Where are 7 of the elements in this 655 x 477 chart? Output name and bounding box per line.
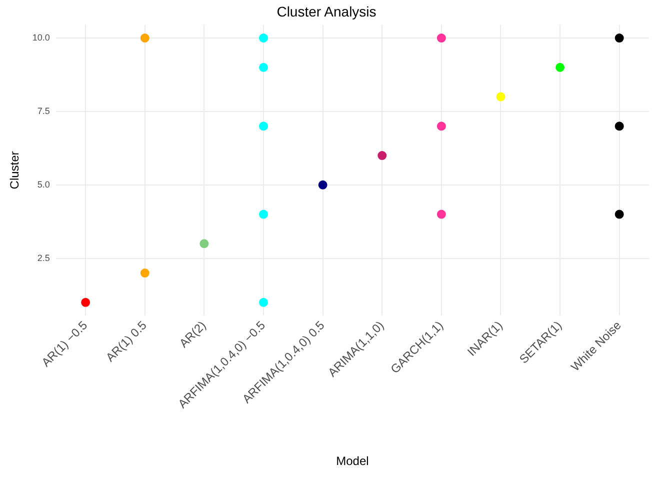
y-tick-label: 10.0: [32, 32, 50, 43]
x-axis-title: Model: [336, 454, 369, 468]
chart-title: Cluster Analysis: [276, 3, 376, 20]
y-axis-title: Cluster: [8, 151, 22, 190]
y-tick-label: 2.5: [37, 252, 50, 263]
y-tick-label: 7.5: [37, 106, 50, 116]
y-tick-label: 5.0: [37, 179, 50, 190]
